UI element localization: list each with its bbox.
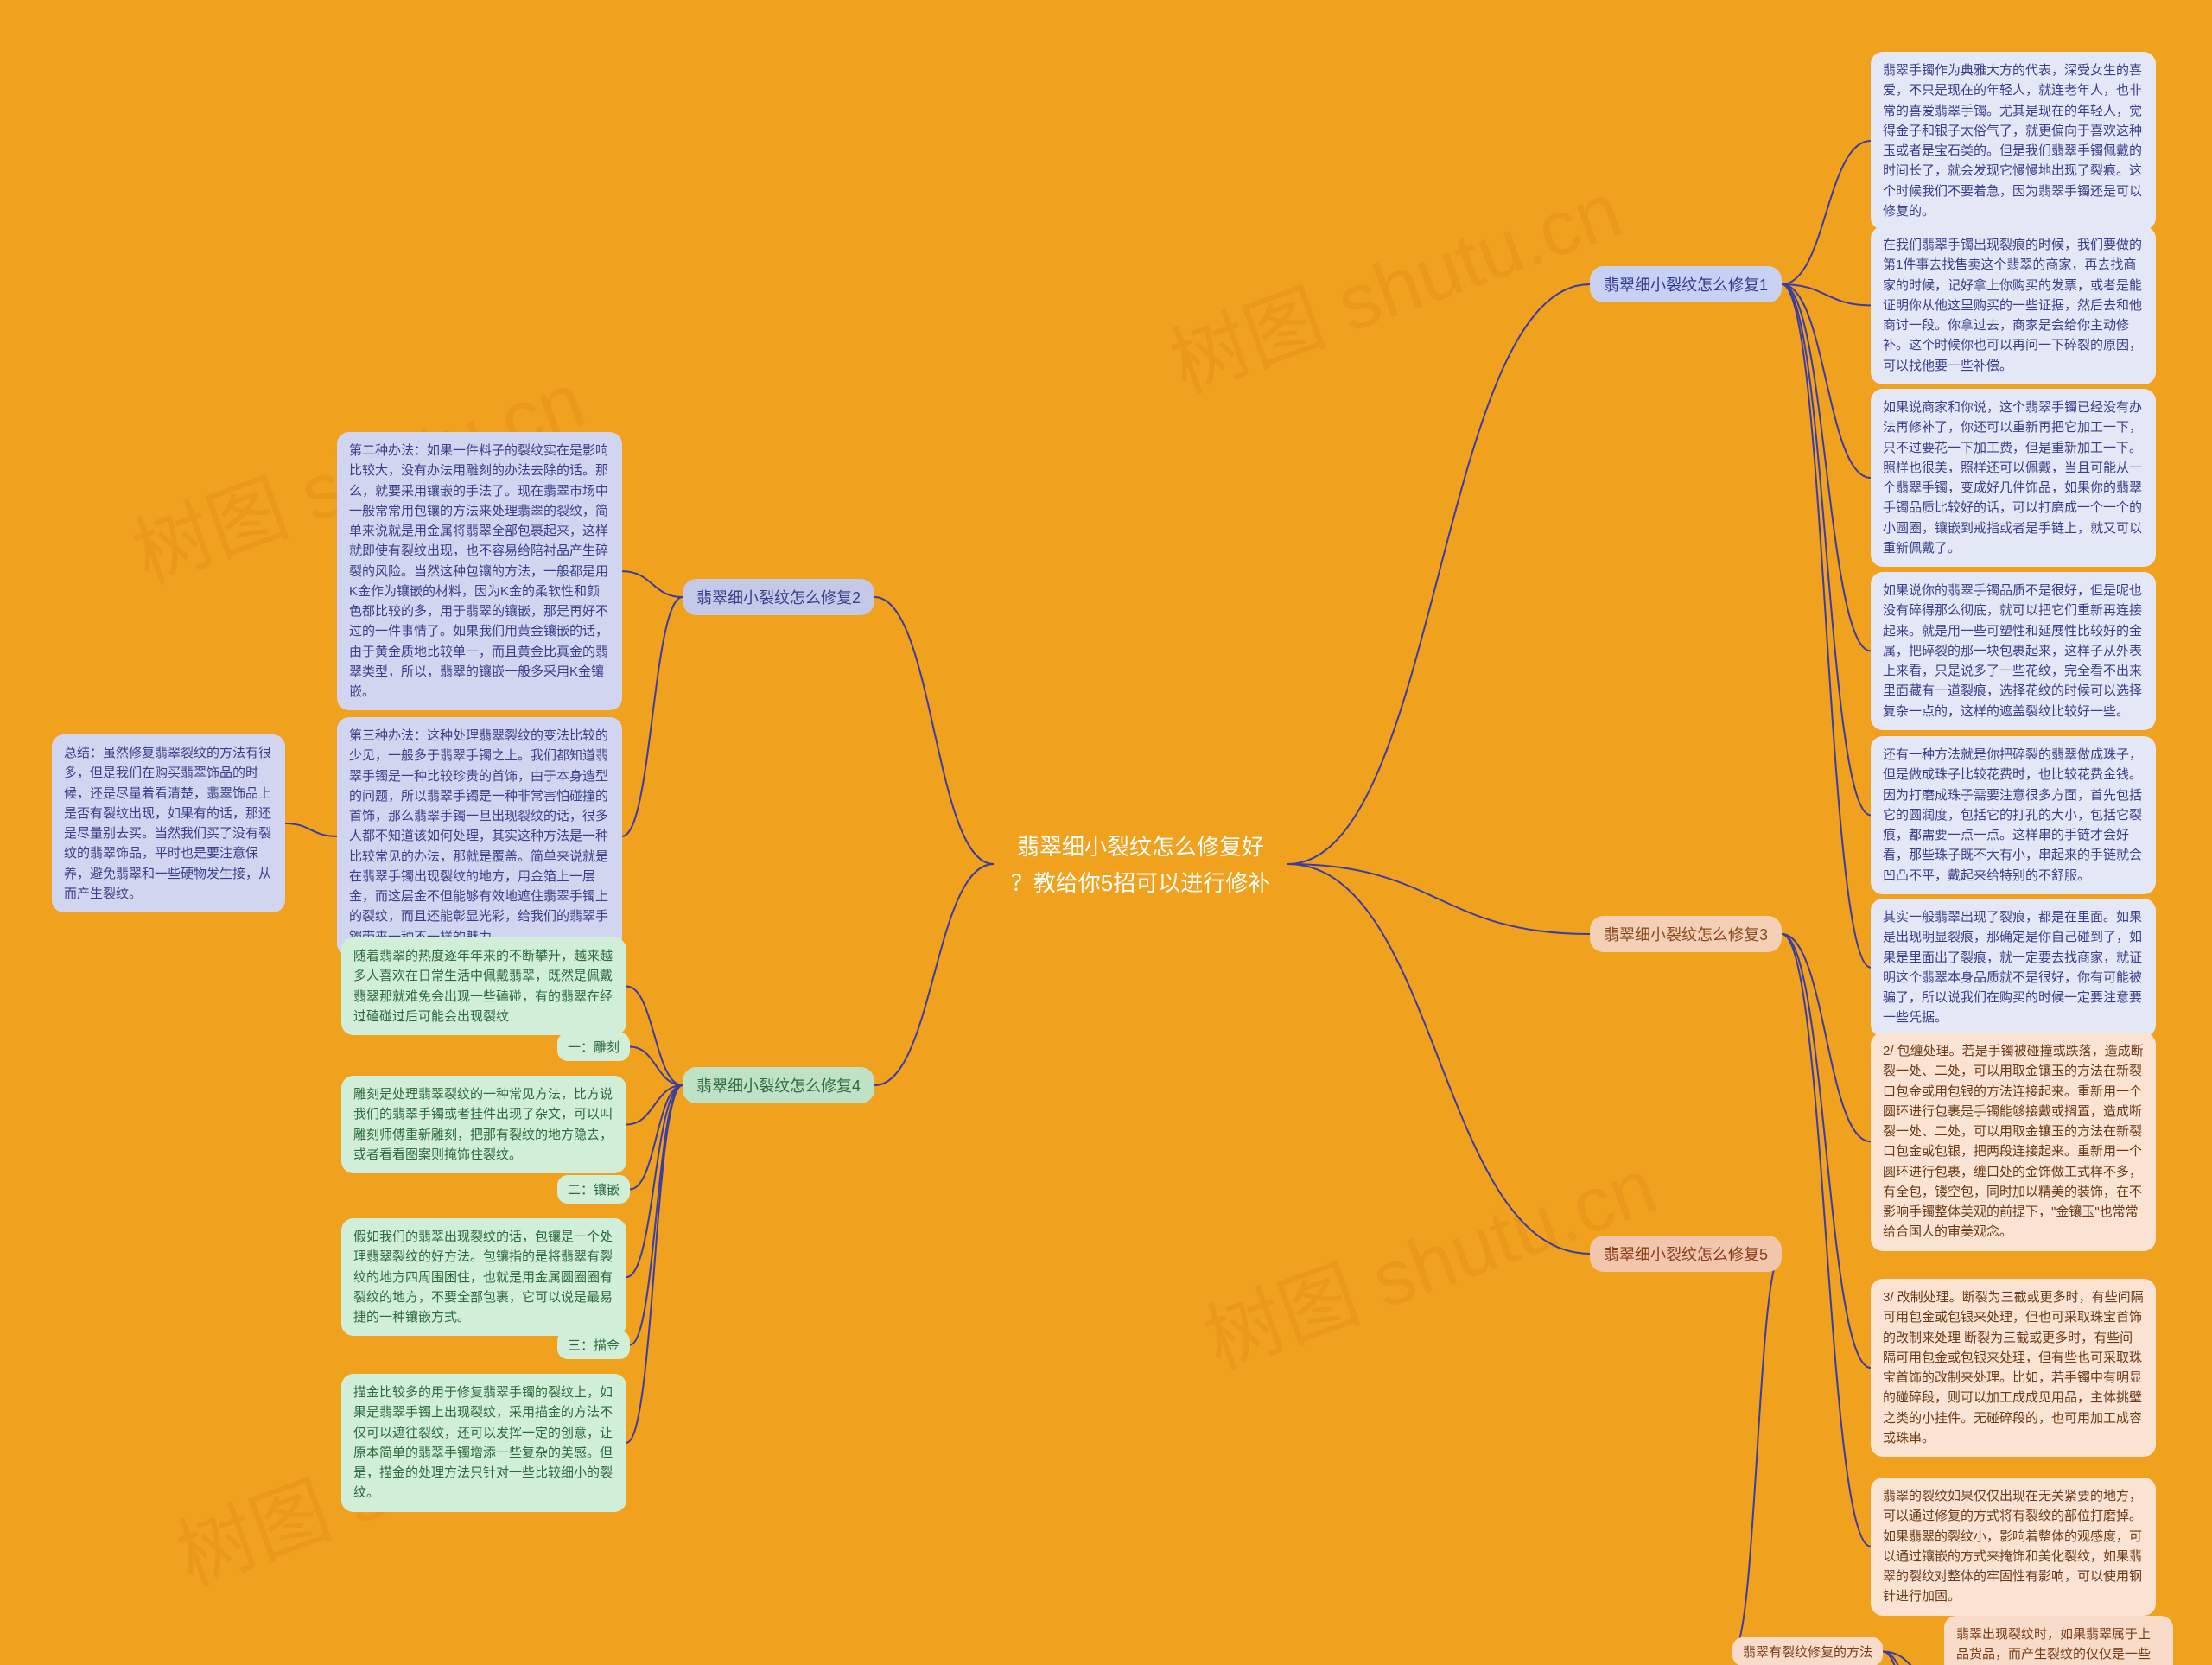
leaf-3a[interactable]: 2/ 包缠处理。若是手镯被碰撞或跌落，造成断裂一处、二处，可以用取金镶玉的方法在… <box>1871 1033 2156 1251</box>
leaf-1d[interactable]: 如果说你的翡翠手镯品质不是很好，但是呢也没有碎得那么彻底，就可以把它们重新再连接… <box>1871 572 2156 730</box>
leaf-4b-tag[interactable]: 一：雕刻 <box>557 1033 630 1061</box>
leaf-1e[interactable]: 还有一种方法就是你把碎裂的翡翠做成珠子，但是做成珠子比较花费时，也比较花费金钱。… <box>1871 736 2156 894</box>
branch-repair-3[interactable]: 翡翠细小裂纹怎么修复3 <box>1590 916 1782 952</box>
branch-repair-1[interactable]: 翡翠细小裂纹怎么修复1 <box>1590 266 1782 302</box>
branch-repair-2[interactable]: 翡翠细小裂纹怎么修复2 <box>683 579 874 615</box>
leaf-1b[interactable]: 在我们翡翠手镯出现裂痕的时候，我们要做的第1件事去找售卖这个翡翠的商家，再去找商… <box>1871 226 2156 384</box>
leaf-4d-tag[interactable]: 三：描金 <box>557 1331 630 1359</box>
root-node[interactable]: 翡翠细小裂纹怎么修复好 ？教给你5招可以进行修补 <box>959 752 1322 976</box>
branch-repair-4[interactable]: 翡翠细小裂纹怎么修复4 <box>683 1067 874 1103</box>
leaf-1a[interactable]: 翡翠手镯作为典雅大方的代表，深受女生的喜爱，不只是现在的年轻人，就连老年人，也非… <box>1871 52 2156 230</box>
leaf-3b[interactable]: 3/ 改制处理。断裂为三截或更多时，有些间隔可用包金或包银来处理，但也可采取珠宝… <box>1871 1279 2156 1457</box>
leaf-2a[interactable]: 第二种办法：如果一件料子的裂纹实在是影响比较大，没有办法用雕刻的办法去除的话。那… <box>337 432 622 710</box>
leaf-5-subtitle[interactable]: 翡翠有裂纹修复的方法 <box>1732 1637 1883 1665</box>
leaf-2-summary[interactable]: 总结：虽然修复翡翠裂纹的方法有很多，但是我们在购买翡翠饰品的时候，还是尽量着看清… <box>52 734 285 912</box>
leaf-5a[interactable]: 翡翠出现裂纹时，如果翡翠属于上品货品，而产生裂纹的仅仅是一些无关紧要的地方，可以… <box>1944 1616 2173 1665</box>
branch-repair-5[interactable]: 翡翠细小裂纹怎么修复5 <box>1590 1236 1782 1272</box>
leaf-4c[interactable]: 假如我们的翡翠出现裂纹的话，包镶是一个处理翡翠裂纹的好方法。包镶指的是将翡翠有裂… <box>341 1218 626 1336</box>
leaf-1c[interactable]: 如果说商家和你说，这个翡翠手镯已经没有办法再修补了，你还可以重新再把它加工一下，… <box>1871 389 2156 567</box>
leaf-3c[interactable]: 翡翠的裂纹如果仅仅出现在无关紧要的地方，可以通过修复的方式将有裂纹的部位打磨掉。… <box>1871 1478 2156 1616</box>
leaf-4d[interactable]: 描金比较多的用于修复翡翠手镯的裂纹上，如果是翡翠手镯上出现裂纹，采用描金的方法不… <box>341 1374 626 1512</box>
leaf-1f[interactable]: 其实一般翡翠出现了裂痕，都是在里面。如果是出现明显裂痕，那确定是你自己碰到了，如… <box>1871 899 2156 1037</box>
leaf-4c-tag[interactable]: 二：镶嵌 <box>557 1175 630 1204</box>
leaf-4b[interactable]: 雕刻是处理翡翠裂纹的一种常见方法，比方说我们的翡翠手镯或者挂件出现了杂文，可以叫… <box>341 1076 626 1173</box>
leaf-2b[interactable]: 第三种办法：这种处理翡翠裂纹的变法比较的少见，一般多于翡翠手镯之上。我们都知道翡… <box>337 717 622 956</box>
root-title-line2: ？教给你5招可以进行修补 <box>959 866 1322 902</box>
leaf-4a[interactable]: 随着翡翠的热度逐年年来的不断攀升，越来越多人喜欢在日常生活中佩戴翡翠，既然是佩戴… <box>341 937 626 1035</box>
root-title-line1: 翡翠细小裂纹怎么修复好 <box>959 829 1322 866</box>
